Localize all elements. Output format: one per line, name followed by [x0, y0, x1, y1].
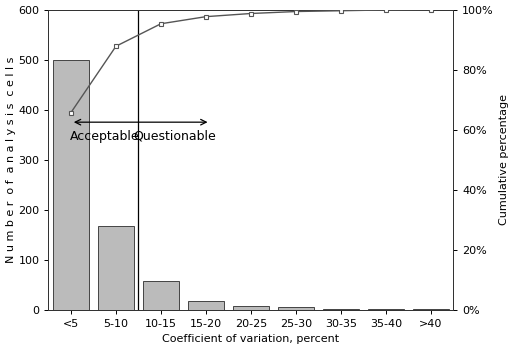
Bar [143, 281, 179, 310]
Text: Acceptable: Acceptable [70, 130, 140, 143]
Bar [278, 307, 314, 310]
X-axis label: Coefficient of variation, percent: Coefficient of variation, percent [162, 335, 339, 344]
Bar [323, 309, 359, 310]
Bar [233, 306, 269, 310]
Bar [188, 301, 224, 310]
Text: Questionable: Questionable [133, 130, 216, 143]
Bar [53, 60, 89, 310]
Bar [368, 309, 404, 310]
Y-axis label: Cumulative percentage: Cumulative percentage [500, 94, 509, 225]
Bar [98, 226, 134, 310]
Y-axis label: N u m b e r  o f  a n a l y s i s  c e l l s: N u m b e r o f a n a l y s i s c e l l … [6, 56, 15, 263]
Bar [413, 309, 449, 310]
